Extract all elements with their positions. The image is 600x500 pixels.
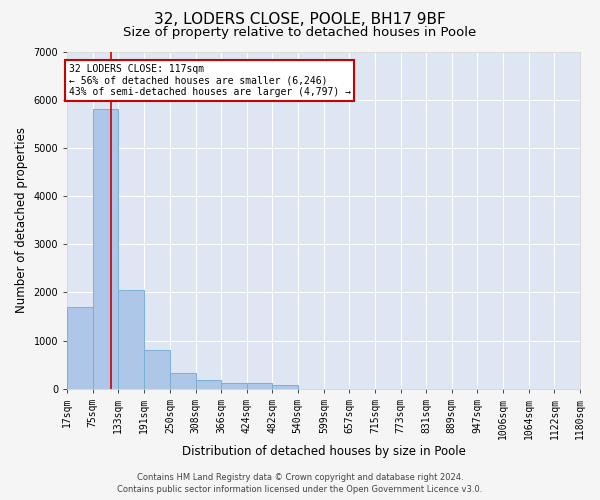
- Bar: [93, 110, 118, 389]
- Bar: [118, 290, 144, 389]
- Bar: [196, 380, 221, 389]
- X-axis label: Distribution of detached houses by size in Poole: Distribution of detached houses by size …: [182, 444, 466, 458]
- Y-axis label: Number of detached properties: Number of detached properties: [15, 127, 28, 313]
- Text: Contains HM Land Registry data © Crown copyright and database right 2024.
Contai: Contains HM Land Registry data © Crown c…: [118, 472, 482, 494]
- Text: 32 LODERS CLOSE: 117sqm
← 56% of detached houses are smaller (6,246)
43% of semi: 32 LODERS CLOSE: 117sqm ← 56% of detache…: [68, 64, 350, 96]
- Bar: [144, 350, 170, 389]
- Bar: [67, 307, 93, 389]
- Bar: [272, 386, 298, 389]
- Text: Size of property relative to detached houses in Poole: Size of property relative to detached ho…: [124, 26, 476, 39]
- Text: 32, LODERS CLOSE, POOLE, BH17 9BF: 32, LODERS CLOSE, POOLE, BH17 9BF: [154, 12, 446, 28]
- Bar: [247, 384, 272, 389]
- Bar: [221, 382, 247, 389]
- Bar: [170, 373, 196, 389]
